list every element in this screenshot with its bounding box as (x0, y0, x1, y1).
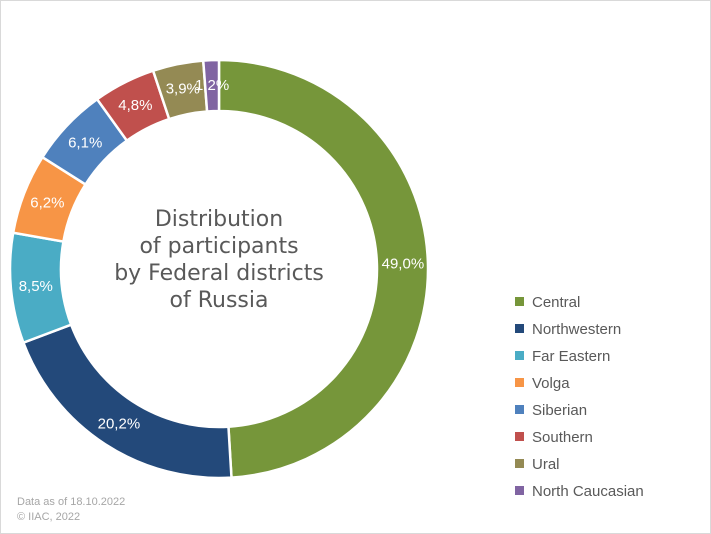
chart-title-line: by Federal districts (114, 261, 324, 286)
slice-label-far-eastern: 8,5% (19, 278, 53, 295)
legend-label: Southern (532, 429, 593, 446)
legend-item-ural: Ural (515, 454, 644, 481)
legend-label: Volga (532, 375, 570, 392)
legend-label: Central (532, 294, 581, 311)
legend-swatch (515, 351, 524, 360)
data-date-note: Data as of 18.10.2022 (17, 496, 126, 508)
slice-label-southern: 4,8% (118, 97, 152, 114)
legend-item-southern: Southern (515, 427, 644, 454)
copyright-note: © IIAC, 2022 (17, 511, 81, 523)
legend-label: Siberian (532, 402, 588, 419)
chart-title: Distribution of participants by Federal di… (114, 207, 324, 313)
legend-label: Far Eastern (532, 348, 611, 365)
chart-title-line: of Russia (170, 288, 269, 313)
legend-item-central: Central (515, 292, 644, 319)
legend-swatch (515, 432, 524, 441)
slice-label-volga: 6,2% (30, 195, 64, 212)
legend-item-northwestern: Northwestern (515, 319, 644, 346)
slice-label-central: 49,0% (382, 256, 425, 273)
footer-note: Data as of 18.10.2022 © IIAC, 2022 (17, 495, 125, 525)
legend-swatch (515, 486, 524, 495)
legend-swatch (515, 459, 524, 468)
legend-item-siberian: Siberian (515, 400, 644, 427)
slice-label-siberian: 6,1% (68, 135, 102, 152)
legend-item-far-eastern: Far Eastern (515, 346, 644, 373)
chart-title-line: of participants (139, 234, 298, 259)
legend-swatch (515, 405, 524, 414)
legend-label: North Caucasian (532, 483, 644, 500)
legend: Central Northwestern Far Eastern Volga Siber… (515, 292, 644, 508)
legend-label: Northwestern (532, 321, 622, 338)
donut-slices (8, 58, 430, 480)
slice-north-caucasian (201, 58, 221, 113)
legend-item-north-caucasian: North Caucasian (515, 481, 644, 508)
legend-label: Ural (532, 456, 560, 473)
legend-swatch (515, 297, 524, 306)
slice-label-ural: 3,9% (166, 81, 200, 98)
legend-item-volga: Volga (515, 373, 644, 400)
legend-swatch (515, 378, 524, 387)
slice-central (217, 58, 430, 479)
slice-northwestern (21, 323, 233, 480)
slice-label-northwestern: 20,2% (98, 415, 141, 432)
slice-label-north-caucasian: 1,2% (195, 77, 229, 94)
legend-swatch (515, 324, 524, 333)
donut-slice-labels: 49,0% 20,2% 8,5% 6,2% 6,1% 4,8% 3,9%1,2% (19, 77, 424, 432)
chart-title-line: Distribution (155, 207, 283, 232)
